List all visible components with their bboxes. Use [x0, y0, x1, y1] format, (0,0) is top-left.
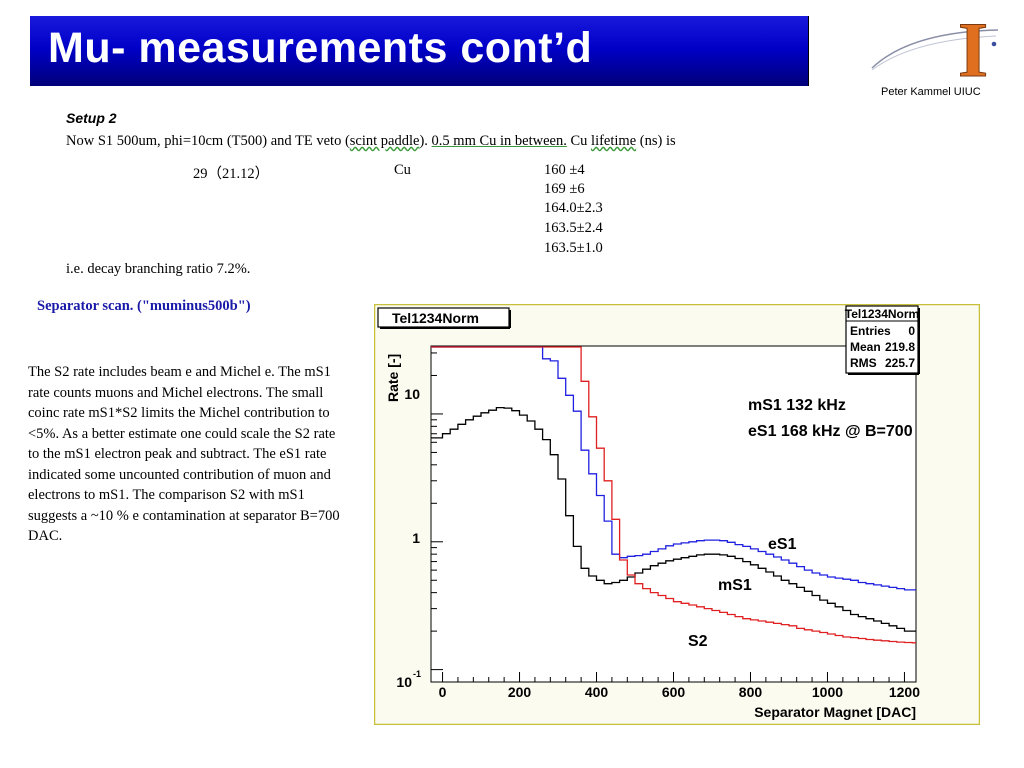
lifetime-value-0: 160 ±4: [544, 162, 585, 178]
setup-text-d: 0.5 mm Cu in between.: [431, 133, 567, 149]
lifetime-value-4: 163.5±1.0: [544, 240, 603, 256]
x-tick-label: 0: [439, 684, 447, 700]
slide-title-bar: Mu- measurements cont’d: [30, 16, 809, 86]
x-axis-title: Separator Magnet [DAC]: [754, 704, 916, 720]
illinois-logo-icon: I: [871, 10, 999, 90]
axis-layer: 0 200 400 600 800 1000 1200: [431, 352, 920, 700]
setup-title: Setup 2: [66, 110, 117, 126]
chart-title: Tel1234Norm: [392, 310, 479, 326]
setup-text-c: ).: [419, 133, 432, 149]
stats-label-rms: RMS: [850, 356, 877, 370]
plot-frame: [430, 345, 917, 683]
logo-letter: I: [958, 10, 988, 90]
y-tick-label-exponent: -1: [413, 669, 421, 679]
lifetime-value-1: 169 ±6: [544, 181, 585, 197]
series-label-es1: eS1: [768, 536, 797, 553]
y-tick-label-1: 1: [412, 530, 420, 546]
x-tick-label: 1200: [889, 684, 920, 700]
y-axis-title: Rate [-]: [385, 354, 401, 402]
series-label-ms1: mS1: [718, 577, 752, 594]
stats-value-entries: 0: [908, 324, 915, 338]
separator-paragraph: The S2 rate includes beam e and Michel e…: [28, 364, 340, 544]
setup-text-e: Cu: [566, 133, 592, 149]
separator-scan-title: Separator scan. ("muminus500b"): [37, 298, 251, 314]
lifetime-value-2: 164.0±2.3: [544, 200, 603, 216]
x-tick-label: 400: [585, 684, 609, 700]
stats-label-entries: Entries: [850, 324, 891, 338]
author-label: Peter Kammel UIUC: [881, 86, 981, 98]
setup-text-g: (ns) is: [636, 133, 676, 149]
stats-value-mean: 219.8: [885, 340, 915, 354]
series-layer: [431, 346, 916, 644]
x-tick-label: 1000: [812, 684, 843, 700]
stats-title: Tel1234Norm: [845, 307, 919, 321]
setup-left-value: 29（21.12）: [193, 166, 270, 182]
setup-conclusion: i.e. decay branching ratio 7.2%.: [66, 261, 251, 277]
slide-title: Mu- measurements cont’d: [48, 24, 593, 72]
annotation-es1-rate: eS1 168 kHz @ B=700: [748, 423, 913, 440]
lifetime-value-3: 163.5±2.4: [544, 220, 603, 236]
setup-text-a: Now S1 500um, phi=10cm (T500) and TE vet…: [66, 133, 350, 149]
stats-label-mean: Mean: [850, 340, 881, 354]
x-tick-label: 600: [662, 684, 686, 700]
y-tick-label-0.1: 10: [396, 674, 412, 690]
series-line-ms1: [431, 406, 916, 632]
series-line-s2: [431, 346, 916, 644]
series-label-s2: S2: [688, 633, 708, 650]
stats-value-rms: 225.7: [885, 356, 915, 370]
y-tick-label-10: 10: [404, 386, 420, 402]
series-line-es1: [431, 346, 916, 591]
setup-material: Cu: [394, 162, 411, 178]
setup-text-f: lifetime: [591, 133, 637, 149]
setup-text-b: scint paddle: [349, 133, 420, 149]
separator-scan-chart: 0 200 400 600 800 1000 1200 Tel1234Norm Tel123…: [374, 304, 980, 725]
x-tick-label: 800: [739, 684, 763, 700]
annotation-ms1-rate: mS1 132 kHz: [748, 397, 846, 414]
x-tick-label: 200: [508, 684, 532, 700]
stats-box: [845, 305, 919, 374]
setup-description: Now S1 500um, phi=10cm (T500) and TE vet…: [66, 133, 676, 150]
